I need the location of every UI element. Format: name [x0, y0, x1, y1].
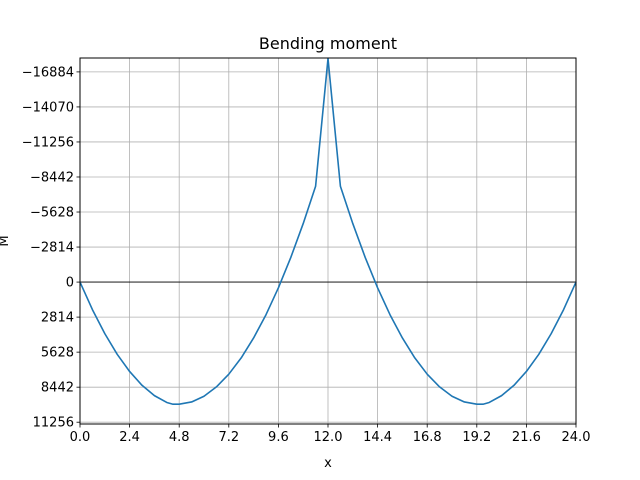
- y-axis: −16884 −14070 −11256 −8442 −5628 −2814 0 2814 56…: [22, 65, 80, 431]
- x-tick-label: 16.8: [413, 430, 442, 445]
- x-tick-label: 14.4: [363, 430, 392, 445]
- y-tick-label: −5628: [30, 206, 74, 221]
- y-tick-label: −16884: [22, 65, 74, 80]
- x-tick-label: 19.2: [462, 430, 491, 445]
- x-tick-label: 24.0: [562, 430, 591, 445]
- y-tick-label: 8442: [41, 381, 74, 396]
- x-axis-label: x: [324, 456, 332, 471]
- y-axis-label: M: [0, 235, 12, 246]
- x-tick-label: 9.6: [268, 430, 289, 445]
- x-tick-label: 0.0: [70, 430, 91, 445]
- series-line: [79, 57, 577, 406]
- x-tick-label: 4.8: [169, 430, 190, 445]
- y-tick-label: 5628: [41, 346, 74, 361]
- chart-title: Bending moment: [259, 34, 397, 53]
- y-tick-label: 0: [66, 276, 74, 291]
- x-tick-label: 12.0: [314, 430, 343, 445]
- y-tick-label: −8442: [30, 170, 74, 185]
- series-group: [79, 57, 577, 406]
- y-tick-label: 11256: [33, 416, 74, 431]
- x-tick-label: 7.2: [218, 430, 239, 445]
- y-tick-label: 2814: [41, 311, 74, 326]
- x-tick-label: 2.4: [119, 430, 140, 445]
- grid: [79, 58, 577, 424]
- x-axis: 0.0 2.4 4.8 7.2 9.6 12.0 14.4 16.8 19.2 21.6 24.0: [70, 424, 591, 445]
- x-tick-label: 21.6: [512, 430, 541, 445]
- y-tick-label: −11256: [22, 135, 74, 150]
- y-tick-label: −14070: [22, 100, 74, 115]
- y-tick-label: −2814: [30, 241, 74, 256]
